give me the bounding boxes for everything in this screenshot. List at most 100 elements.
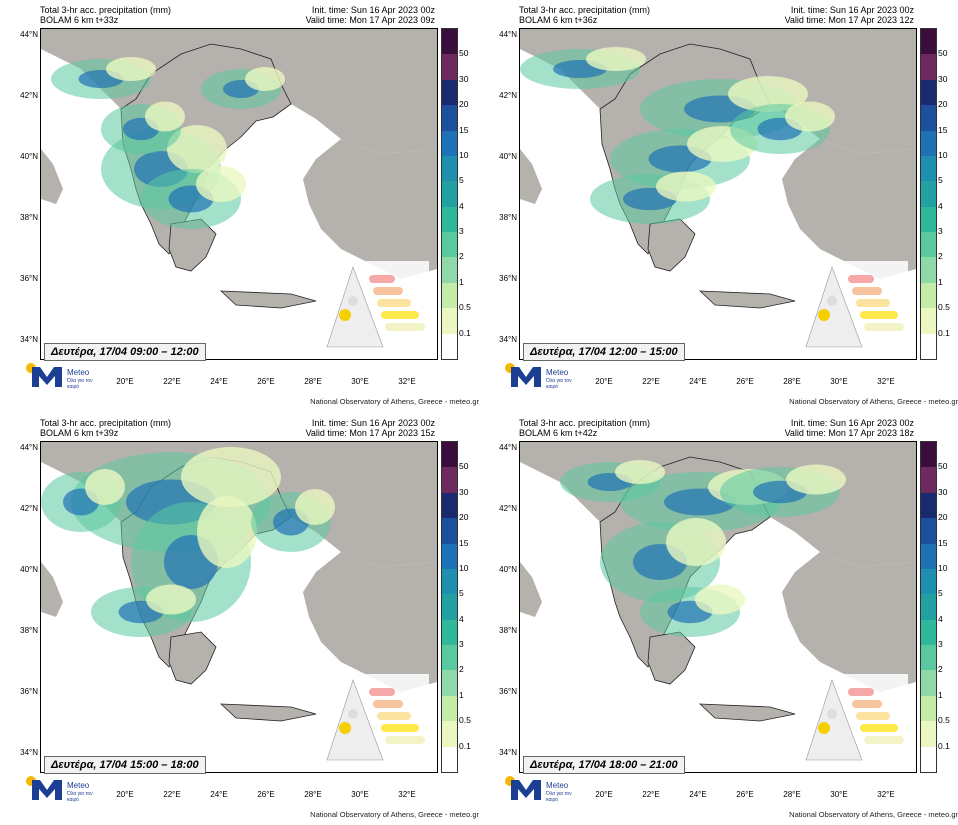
colorbar-segment	[921, 54, 936, 81]
crete-island	[219, 290, 317, 309]
colorbar-label: 0.1	[459, 327, 471, 338]
colorbar-label: 3	[459, 639, 464, 650]
colorbar-label: 15	[459, 537, 469, 548]
colorbar-segment	[921, 181, 936, 208]
colorbar-segment	[921, 232, 936, 258]
map-canvas	[520, 442, 916, 722]
colorbar-label: 4	[459, 613, 464, 624]
crete-island	[698, 703, 796, 722]
colorbar-segment	[442, 79, 457, 106]
precip-light	[106, 57, 156, 81]
lon-tick-label: 30°E	[351, 790, 369, 799]
turkey-land	[303, 139, 437, 279]
colorbar-label: 20	[938, 99, 948, 110]
logo-tagline: Όλα για τον καιρό	[546, 791, 572, 803]
warning-triangle-icon	[802, 674, 908, 766]
lat-tick-label: 34°N	[20, 748, 38, 757]
peloponnese-land	[647, 631, 696, 685]
colorbar-segment	[442, 333, 457, 360]
colorbar-label: 50	[938, 48, 948, 59]
colorbar-label: 15	[938, 124, 948, 135]
init-time: Init. time: Sun 16 Apr 2023 00z	[790, 5, 914, 15]
precip-light	[615, 460, 665, 484]
lon-tick-label: 20°E	[116, 790, 134, 799]
colorbar-label: 20	[459, 512, 469, 523]
precip-light	[145, 101, 185, 132]
init-time: Init. time: Sun 16 Apr 2023 00z	[311, 5, 435, 15]
colorbar-segment	[442, 619, 457, 646]
meteo-logo: Meteo Όλα για τον καιρό	[26, 776, 96, 803]
lat-tick-label: 36°N	[20, 274, 38, 283]
colorbar-label: 50	[459, 461, 469, 472]
period-label: Δευτέρα, 17/04 09:00 – 12:00	[44, 343, 206, 361]
warning-triangle-icon	[323, 674, 429, 766]
logo-name: Meteo	[67, 368, 90, 377]
lat-tick-label: 40°N	[499, 565, 517, 574]
crete-island	[219, 703, 317, 722]
lat-tick-label: 38°N	[20, 626, 38, 635]
precip-map	[40, 28, 438, 360]
lon-tick-label: 20°E	[595, 790, 613, 799]
lon-tick-label: 28°E	[783, 790, 801, 799]
colorbar-label: 20	[459, 99, 469, 110]
colorbar-label: 5	[459, 175, 464, 186]
peloponnese-land	[168, 631, 217, 685]
colorbar-segment	[442, 206, 457, 233]
colorbar-label: 1	[938, 276, 943, 287]
colorbar-segment	[921, 206, 936, 233]
lon-tick-label: 24°E	[689, 790, 707, 799]
precip-light	[181, 447, 281, 507]
colorbar-segment	[921, 645, 936, 671]
sun-icon	[505, 363, 515, 373]
lat-tick-label: 34°N	[499, 335, 517, 344]
precip-light	[785, 101, 835, 132]
lon-tick-label: 20°E	[116, 377, 134, 386]
lon-tick-label: 30°E	[830, 790, 848, 799]
colorbar-segment	[442, 492, 457, 519]
header-right: Init. time: Sun 16 Apr 2023 00z Valid ti…	[306, 418, 435, 438]
lat-tick-label: 38°N	[499, 213, 517, 222]
colorbar-segment	[921, 721, 936, 748]
model-run: BOLAM 6 km t+42z	[519, 428, 598, 438]
model-run: BOLAM 6 km t+39z	[40, 428, 119, 438]
colorbar-label: 30	[459, 73, 469, 84]
colorbar-segment	[921, 79, 936, 106]
colorbar-label: 15	[938, 537, 948, 548]
colorbar-label: 0.5	[459, 302, 471, 313]
warning-legend	[323, 261, 429, 353]
colorbar-label: 1	[459, 689, 464, 700]
colorbar-segment	[921, 568, 936, 595]
product-title: Total 3-hr acc. precipitation (mm)	[519, 418, 651, 428]
colorbar-label: 5	[938, 588, 943, 599]
colorbar-segment	[442, 467, 457, 494]
colorbar-segment	[921, 467, 936, 494]
italy-land	[520, 562, 542, 617]
colorbar-segment	[442, 105, 457, 132]
colorbar-segment	[442, 130, 457, 157]
header-right: Init. time: Sun 16 Apr 2023 00z Valid ti…	[306, 5, 435, 25]
lon-tick-label: 22°E	[163, 377, 181, 386]
valid-time: Valid time: Mon 17 Apr 2023 15z	[305, 428, 435, 438]
lon-tick-label: 28°E	[783, 377, 801, 386]
meteo-m-icon	[511, 367, 541, 387]
colorbar-label: 30	[459, 486, 469, 497]
precip-light	[656, 171, 716, 202]
precip-light	[295, 489, 335, 525]
precip-map	[519, 28, 917, 360]
valid-time: Valid time: Mon 17 Apr 2023 12z	[784, 15, 914, 25]
precip-light	[196, 166, 246, 202]
lon-tick-label: 24°E	[210, 377, 228, 386]
colorbar-label: 15	[459, 124, 469, 135]
lon-tick-label: 32°E	[398, 790, 416, 799]
lat-tick-label: 44°N	[499, 30, 517, 39]
header-left: Total 3-hr acc. precipitation (mm) BOLAM…	[519, 5, 650, 25]
colorbar-segment	[442, 232, 457, 258]
colorbar-label: 2	[938, 664, 943, 675]
colorbar-label: 0.1	[459, 740, 471, 751]
header-left: Total 3-hr acc. precipitation (mm) BOLAM…	[40, 5, 171, 25]
colorbar-label: 0.5	[459, 715, 471, 726]
product-title: Total 3-hr acc. precipitation (mm)	[40, 418, 172, 428]
lon-tick-label: 20°E	[595, 377, 613, 386]
precip-light	[666, 518, 726, 566]
warning-legend	[323, 674, 429, 766]
